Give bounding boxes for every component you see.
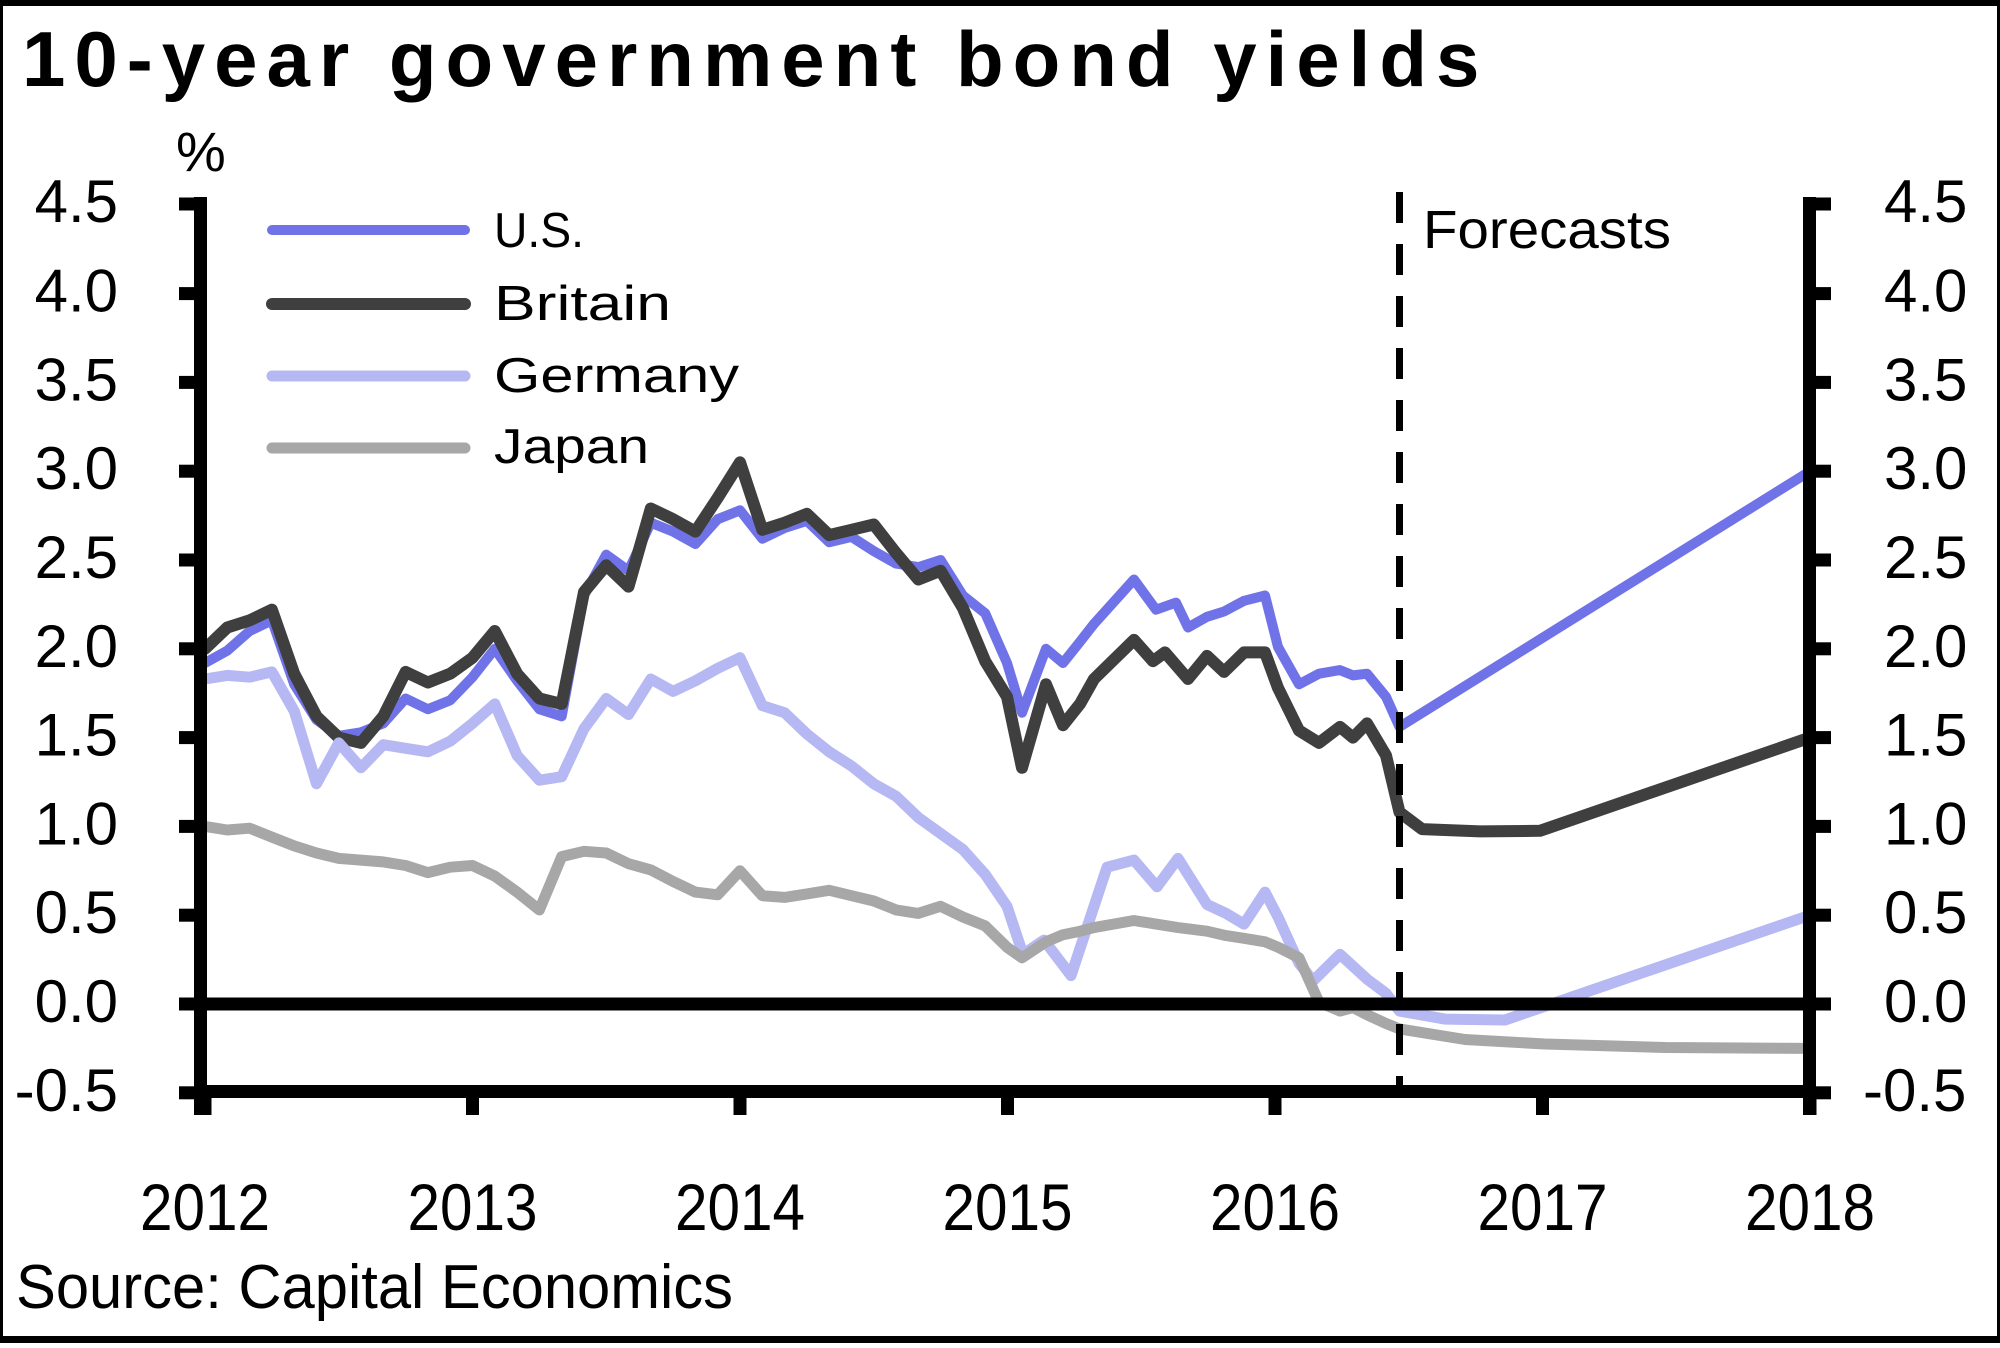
svg-text:1.5: 1.5: [1884, 702, 1967, 769]
svg-text:0.0: 0.0: [35, 968, 118, 1035]
svg-text:U.S.: U.S.: [494, 204, 584, 258]
svg-text:2013: 2013: [408, 1170, 538, 1244]
svg-text:2017: 2017: [1478, 1170, 1608, 1244]
svg-text:0.0: 0.0: [1884, 968, 1967, 1035]
svg-text:Japan: Japan: [494, 420, 649, 474]
svg-text:3.5: 3.5: [35, 346, 118, 413]
svg-text:4.5: 4.5: [35, 168, 118, 235]
svg-text:Germany: Germany: [494, 349, 740, 403]
svg-text:1.5: 1.5: [35, 702, 118, 769]
svg-text:4.0: 4.0: [35, 258, 118, 325]
svg-text:2.0: 2.0: [1884, 613, 1967, 680]
svg-text:3.0: 3.0: [35, 435, 118, 502]
svg-text:1.0: 1.0: [1884, 790, 1967, 857]
svg-text:Britain: Britain: [494, 277, 671, 331]
svg-text:2016: 2016: [1210, 1170, 1340, 1244]
svg-text:Source: Capital Economics: Source: Capital Economics: [16, 1253, 733, 1322]
svg-text:3.5: 3.5: [1884, 346, 1967, 413]
svg-text:-0.5: -0.5: [15, 1057, 118, 1124]
svg-text:2015: 2015: [943, 1170, 1073, 1244]
svg-text:2.5: 2.5: [1884, 524, 1967, 591]
svg-text:%: %: [176, 120, 226, 183]
svg-text:3.0: 3.0: [1884, 435, 1967, 502]
svg-text:4.0: 4.0: [1884, 258, 1967, 325]
svg-text:4.5: 4.5: [1884, 168, 1967, 235]
svg-text:0.5: 0.5: [35, 879, 118, 946]
svg-text:2012: 2012: [140, 1170, 270, 1244]
svg-text:1.0: 1.0: [35, 790, 118, 857]
svg-text:2014: 2014: [675, 1170, 805, 1244]
svg-text:-0.5: -0.5: [1863, 1057, 1966, 1124]
svg-text:10-year government bond yields: 10-year government bond yields: [22, 15, 1488, 103]
svg-text:0.5: 0.5: [1884, 879, 1967, 946]
svg-text:Forecasts: Forecasts: [1423, 200, 1671, 260]
svg-text:2018: 2018: [1745, 1170, 1875, 1244]
svg-text:2.0: 2.0: [35, 613, 118, 680]
svg-text:2.5: 2.5: [35, 524, 118, 591]
